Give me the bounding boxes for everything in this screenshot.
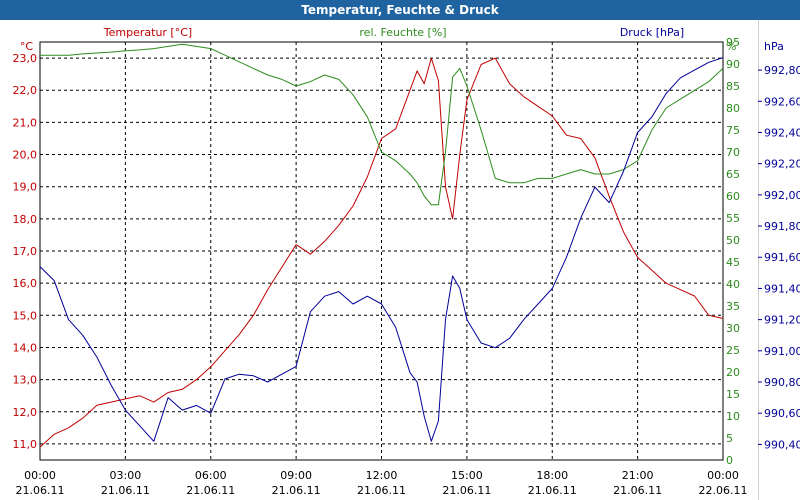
humidity-legend-label: rel. Feuchte [%] xyxy=(359,26,446,39)
humidity-tick-label: 45 xyxy=(726,256,740,269)
pressure-tick-label: 990,60 xyxy=(764,407,800,420)
pressure-axis-strip xyxy=(758,20,800,500)
pressure-unit-label: hPa xyxy=(764,40,784,53)
x-tick-time: 03:00 xyxy=(110,469,142,482)
pressure-series-line xyxy=(39,57,724,442)
pressure-tick-label: 990,80 xyxy=(764,376,800,389)
x-tick-date: 22.06.11 xyxy=(699,484,748,497)
pressure-tick-label: 991,60 xyxy=(764,251,800,264)
humidity-tick-label: 70 xyxy=(726,146,740,159)
x-tick-date: 21.06.11 xyxy=(101,484,150,497)
humidity-tick-label: 95 xyxy=(726,36,740,49)
humidity-tick-label: 0 xyxy=(726,454,733,467)
pressure-tick-label: 991,80 xyxy=(764,220,800,233)
humidity-series-line xyxy=(40,43,724,206)
humidity-tick-label: 40 xyxy=(726,278,740,291)
x-tick-time: 12:00 xyxy=(366,469,398,482)
temperature-tick-label: 11,0 xyxy=(13,438,38,451)
x-tick-time: 18:00 xyxy=(536,469,568,482)
x-tick-date: 21.06.11 xyxy=(613,484,662,497)
x-tick-time: 00:00 xyxy=(707,469,739,482)
pressure-tick-label: 992,20 xyxy=(764,158,800,171)
humidity-tick-label: 35 xyxy=(726,300,740,313)
humidity-tick-label: 25 xyxy=(726,344,740,357)
humidity-tick-label: 20 xyxy=(726,366,740,379)
humidity-unit-label: % xyxy=(726,40,736,53)
x-tick-date: 21.06.11 xyxy=(357,484,406,497)
x-tick-date: 21.06.11 xyxy=(272,484,321,497)
humidity-tick-label: 15 xyxy=(726,388,740,401)
pressure-tick-label: 991,20 xyxy=(764,314,800,327)
x-tick-date: 21.06.11 xyxy=(186,484,235,497)
temperature-tick-label: 21,0 xyxy=(13,116,38,129)
x-tick-time: 09:00 xyxy=(280,469,312,482)
temperature-tick-label: 16,0 xyxy=(13,277,38,290)
humidity-tick-label: 55 xyxy=(726,212,740,225)
temperature-tick-label: 20,0 xyxy=(13,149,38,162)
pressure-tick-label: 991,00 xyxy=(764,345,800,358)
pressure-tick-label: 991,40 xyxy=(764,282,800,295)
humidity-tick-label: 10 xyxy=(726,410,740,423)
temperature-tick-label: 23,0 xyxy=(13,52,38,65)
temperature-tick-label: 19,0 xyxy=(13,181,38,194)
x-tick-date: 21.06.11 xyxy=(16,484,65,497)
axis-headers: °C Temperatur [°C] rel. Feuchte [%] Druc… xyxy=(20,26,784,53)
chart-panel xyxy=(0,20,760,500)
humidity-tick-label: 5 xyxy=(726,432,733,445)
axis-frame xyxy=(39,41,724,461)
plot-border xyxy=(39,41,724,461)
x-tick-date: 21.06.11 xyxy=(442,484,491,497)
temperature-tick-label: 12,0 xyxy=(13,406,38,419)
temperature-tick-label: 22,0 xyxy=(13,84,38,97)
humidity-tick-label: 60 xyxy=(726,190,740,203)
pressure-tick-label: 992,60 xyxy=(764,95,800,108)
pressure-tick-label: 992,40 xyxy=(764,126,800,139)
temperature-series-line xyxy=(39,57,724,448)
humidity-tick-label: 85 xyxy=(726,80,740,93)
temperature-legend-label: Temperatur [°C] xyxy=(103,26,192,39)
humidity-tick-label: 65 xyxy=(726,168,740,181)
pressure-tick-label: 990,40 xyxy=(764,438,800,451)
series-lines xyxy=(39,43,724,448)
x-tick-time: 00:00 xyxy=(24,469,56,482)
temperature-unit-label: °C xyxy=(20,40,34,53)
temperature-tick-label: 18,0 xyxy=(13,213,38,226)
humidity-tick-label: 30 xyxy=(726,322,740,335)
humidity-tick-label: 75 xyxy=(726,124,740,137)
temperature-tick-label: 13,0 xyxy=(13,374,38,387)
temperature-tick-label: 14,0 xyxy=(13,341,38,354)
x-tick-time: 06:00 xyxy=(195,469,227,482)
tick-labels: 00:00 21.06.11 03:00 21.06.11 06:00 21.06.11 0… xyxy=(13,36,800,497)
x-tick-time: 15:00 xyxy=(451,469,483,482)
humidity-tick-label: 50 xyxy=(726,234,740,247)
pressure-legend-label: Druck [hPa] xyxy=(620,26,684,39)
x-tick-time: 21:00 xyxy=(622,469,654,482)
pressure-tick-label: 992,80 xyxy=(764,64,800,77)
pressure-tick-label: 992,00 xyxy=(764,189,800,202)
humidity-tick-label: 90 xyxy=(726,58,740,71)
temperature-tick-label: 17,0 xyxy=(13,245,38,258)
x-tick-date: 21.06.11 xyxy=(528,484,577,497)
grid xyxy=(40,42,723,460)
chart-window-title: Temperatur, Feuchte & Druck xyxy=(0,0,800,20)
temperature-tick-label: 15,0 xyxy=(13,309,38,322)
humidity-tick-label: 80 xyxy=(726,102,740,115)
